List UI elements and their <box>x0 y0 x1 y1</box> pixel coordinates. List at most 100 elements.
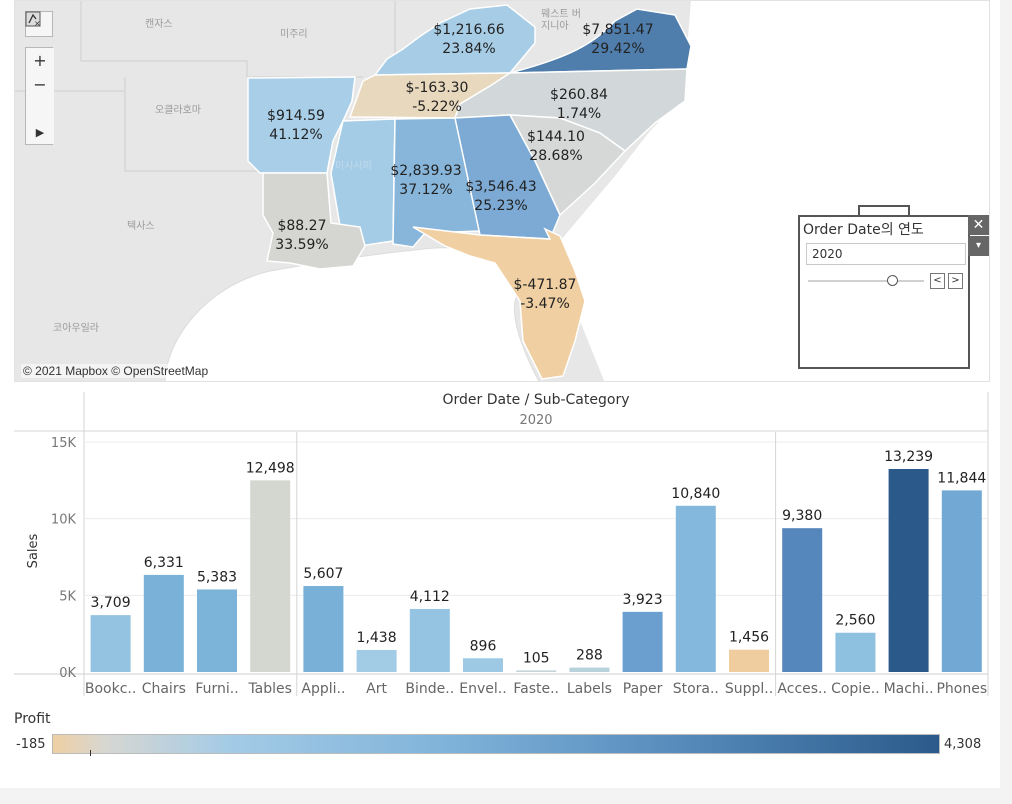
chart-title: Order Date / Sub-Category <box>442 392 630 408</box>
map-place-label: 미시시피 <box>335 161 372 172</box>
bar <box>409 608 450 672</box>
filter-value-field[interactable]: 2020 <box>806 243 966 265</box>
y-tick-label: 5K <box>59 589 76 604</box>
choropleth-map[interactable]: 캔자스 미주리 오클라호마 텍사스 코아우일라 웨스트 버지니아 미시시피 $1… <box>14 0 990 382</box>
x-tick-label: Tables <box>247 681 292 697</box>
gulf-water <box>164 247 540 381</box>
bar-value-label: 3,709 <box>91 595 131 611</box>
filter-next-button[interactable]: > <box>948 273 963 289</box>
map-place-label: 코아우일라 <box>53 323 99 334</box>
bar <box>303 586 344 672</box>
bar <box>622 611 663 672</box>
x-tick-label: Machi.. <box>884 681 934 697</box>
state-louisiana <box>262 172 366 270</box>
state-virginia <box>509 8 692 74</box>
profit-color-legend[interactable] <box>52 734 940 754</box>
bar <box>463 658 503 672</box>
bar-value-label: 288 <box>576 648 603 664</box>
map-place-label: 미주리 <box>280 29 308 40</box>
bar <box>250 480 291 672</box>
map-place-label: 캔자스 <box>145 19 173 30</box>
filter-title: Order Date의 연도 <box>803 222 924 238</box>
y-tick-label: 0K <box>59 666 76 681</box>
zoom-in-button[interactable]: + <box>26 48 54 72</box>
bar <box>941 490 982 672</box>
x-tick-label: Acces.. <box>777 681 827 697</box>
map-zoom-group: + − × ▶ <box>25 11 54 145</box>
chevron-down-icon[interactable]: ▾ <box>968 236 989 256</box>
bar-value-label: 1,456 <box>729 630 769 646</box>
bar-value-label: 1,438 <box>357 630 397 646</box>
state-label-virginia[interactable]: $7,851.47 29.42% <box>582 22 654 57</box>
year-filter: Order Date의 연도 2020 < > <box>798 215 970 369</box>
map-canvas[interactable] <box>15 1 990 382</box>
y-tick-label: 15K <box>51 436 77 451</box>
bar-chart: 0K 5K 10K 15K Sales 3,709 Bookc.. 6,331 Chairs 5,… <box>14 392 989 697</box>
x-tick-label: Art <box>366 681 387 697</box>
map-place-label: 웨스트 버지니아 <box>541 9 581 32</box>
bar <box>835 632 876 672</box>
x-tick-label: Binde.. <box>405 681 454 697</box>
bar-value-label: 105 <box>523 650 550 666</box>
state-label-north-carolina[interactable]: $260.84 1.74% <box>550 87 608 122</box>
bar <box>197 589 237 672</box>
filter-slider-track[interactable] <box>808 280 924 282</box>
bar-value-label: 9,380 <box>782 508 822 524</box>
filter-slider-thumb[interactable] <box>887 275 898 286</box>
x-tick-label: Stora.. <box>673 681 719 697</box>
map-place-label: 오클라호마 <box>155 105 201 116</box>
state-label-florida[interactable]: $-471.87 -3.47% <box>513 277 577 312</box>
bar-value-label: 4,112 <box>410 589 450 605</box>
bar <box>782 528 823 672</box>
bar-value-label: 896 <box>470 638 497 654</box>
reset-map-button[interactable]: × <box>25 11 54 120</box>
x-tick-label: Faste.. <box>513 681 559 697</box>
x-tick-label: Chairs <box>142 681 186 697</box>
x-tick-label: Furni.. <box>195 681 238 697</box>
map-place-label: 텍사스 <box>127 221 155 232</box>
zoom-out-button[interactable]: − <box>26 72 54 96</box>
pin-reset-icon: × <box>25 11 41 27</box>
bar <box>569 667 610 672</box>
state-label-tennessee[interactable]: $-163.30 -5.22% <box>405 80 469 115</box>
x-tick-label: Phones <box>936 681 987 697</box>
bar-value-label: 3,923 <box>623 592 663 608</box>
state-kentucky <box>373 4 536 76</box>
filter-prev-button[interactable]: < <box>930 273 945 289</box>
x-tick-label: Copie.. <box>831 681 880 697</box>
bar-value-label: 12,498 <box>246 460 295 476</box>
x-tick-label: Labels <box>567 681 612 697</box>
state-label-louisiana[interactable]: $88.27 33.59% <box>275 218 329 253</box>
legend-zero-tick <box>90 750 91 756</box>
y-tick-label: 10K <box>51 513 77 528</box>
x-tick-label: Appli.. <box>301 681 345 697</box>
x-tick-label: Bookc.. <box>85 681 136 697</box>
state-label-kentucky[interactable]: $1,216.66 23.84% <box>433 22 505 57</box>
x-tick-label: Suppl.. <box>725 681 773 697</box>
bar <box>143 574 184 672</box>
state-label-georgia[interactable]: $3,546.43 25.23% <box>465 179 537 214</box>
bar <box>516 670 557 672</box>
map-attribution[interactable]: © 2021 Mapbox © OpenStreetMap <box>21 364 211 378</box>
bar-value-label: 11,844 <box>937 470 986 486</box>
state-label-south-carolina[interactable]: $144.10 28.68% <box>527 129 585 164</box>
map-controls: + − × ▶ <box>25 11 54 145</box>
bar-value-label: 2,560 <box>835 613 875 629</box>
bar-value-label: 13,239 <box>884 449 933 465</box>
bar <box>888 469 929 672</box>
bar-value-label: 6,331 <box>144 555 184 571</box>
bar <box>729 649 769 672</box>
state-florida <box>412 226 586 380</box>
x-tick-label: Envel.. <box>459 681 506 697</box>
legend-max: 4,308 <box>944 737 982 752</box>
y-axis-label: Sales <box>26 533 41 568</box>
state-arkansas <box>247 76 356 174</box>
state-label-alabama[interactable]: $2,839.93 37.12% <box>390 163 462 198</box>
dashboard: 캔자스 미주리 오클라호마 텍사스 코아우일라 웨스트 버지니아 미시시피 $1… <box>0 0 1000 788</box>
map-toolbar-expand-button[interactable]: ▶ <box>26 120 54 144</box>
close-icon[interactable]: ✕ <box>968 215 989 235</box>
bar-value-label: 5,383 <box>197 569 237 585</box>
filter-drag-handle[interactable] <box>858 205 910 215</box>
state-label-arkansas[interactable]: $914.59 41.12% <box>267 108 325 143</box>
bar <box>356 649 397 672</box>
